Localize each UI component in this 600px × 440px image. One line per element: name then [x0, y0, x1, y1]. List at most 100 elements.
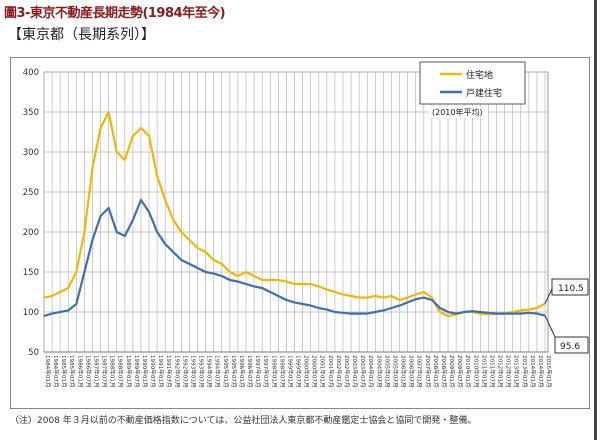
data-point — [520, 309, 522, 311]
data-point — [237, 275, 239, 277]
data-point — [495, 313, 498, 315]
legend-box — [419, 61, 526, 105]
data-point — [293, 301, 296, 303]
data-point — [447, 311, 449, 313]
x-tick-label: 2006年01月 — [400, 355, 408, 388]
data-point — [172, 219, 174, 221]
data-point — [99, 127, 102, 129]
data-point — [390, 307, 393, 309]
data-point — [366, 297, 368, 299]
callout-line — [544, 315, 556, 338]
data-point — [479, 313, 481, 315]
data-point — [253, 275, 255, 277]
data-point — [132, 219, 134, 221]
x-tick-label: 2011年07月 — [488, 355, 496, 388]
x-tick-label: 1986年07月 — [84, 355, 92, 388]
y-tick-label: 300 — [23, 148, 39, 158]
data-point — [512, 313, 514, 315]
x-tick-label: 2011年01月 — [480, 355, 488, 388]
end-label-house: 95.6 — [560, 342, 580, 352]
data-point — [277, 295, 279, 297]
x-tick-label: 2001年01月 — [319, 355, 327, 388]
data-point — [148, 211, 150, 213]
x-tick-label: 1999年01月 — [286, 355, 294, 388]
data-point — [301, 303, 304, 305]
data-point — [205, 251, 207, 253]
data-point — [487, 312, 490, 314]
data-point — [59, 311, 61, 313]
data-point — [229, 279, 231, 281]
data-point — [148, 135, 150, 137]
data-point — [407, 301, 409, 303]
x-tick-label: 1994年07月 — [214, 355, 222, 388]
x-tick-label: 2012年01月 — [497, 355, 505, 388]
data-point — [382, 309, 384, 311]
x-tick-label: 2008年01月 — [432, 355, 440, 388]
callout-box — [551, 278, 589, 296]
data-point — [285, 281, 288, 283]
data-point — [310, 283, 312, 285]
x-tick-label: 2000年01月 — [303, 355, 311, 388]
data-point — [455, 313, 457, 315]
data-point — [116, 151, 118, 153]
data-point — [342, 312, 344, 314]
x-tick-label: 2005年07月 — [391, 355, 399, 388]
x-tick-label: 1993年07月 — [198, 355, 206, 388]
x-tick-label: 1990年01月 — [141, 355, 149, 388]
data-point — [342, 293, 344, 295]
data-point — [512, 311, 514, 313]
y-tick-label: 400 — [23, 68, 39, 78]
legend-label: 戸建住宅 — [466, 87, 502, 99]
data-point — [83, 271, 86, 273]
x-tick-label: 2010年01月 — [464, 355, 472, 388]
data-point — [124, 235, 126, 237]
x-tick-label: 2005年01月 — [383, 355, 391, 388]
y-tick-label: 50 — [28, 348, 39, 358]
x-tick-label: 1998年07月 — [278, 355, 286, 388]
x-tick-label: 1995年07月 — [230, 355, 238, 388]
x-tick-label: 2000年07月 — [311, 355, 319, 388]
data-point — [156, 231, 158, 233]
data-point — [431, 299, 433, 301]
x-tick-label: 1987年01月 — [92, 355, 100, 388]
x-tick-label: 2013年07月 — [521, 355, 529, 388]
annotation-bg — [428, 106, 488, 118]
data-point — [503, 313, 506, 315]
data-point — [229, 271, 231, 273]
data-point — [180, 231, 182, 233]
data-point — [350, 295, 352, 297]
data-point — [261, 287, 263, 289]
data-point — [269, 279, 271, 281]
x-tick-label: 1991年07月 — [165, 355, 173, 388]
data-point — [358, 297, 360, 299]
x-tick-label: 2006年07月 — [408, 355, 416, 388]
x-tick-label: 2007年01月 — [416, 355, 424, 388]
x-tick-label: 1984年07月 — [52, 355, 60, 388]
data-point — [253, 285, 255, 287]
x-tick-label: 2004年07月 — [375, 355, 383, 388]
x-tick-label: 1985年07月 — [68, 355, 76, 388]
data-point — [277, 279, 279, 281]
x-tick-label: 2003年07月 — [359, 355, 367, 388]
data-point — [108, 207, 110, 209]
data-point — [447, 315, 449, 317]
callout-line — [544, 288, 553, 304]
data-point — [520, 313, 522, 315]
chart-frame — [10, 57, 590, 409]
data-point — [213, 273, 215, 275]
end-label-residential: 110.5 — [558, 284, 584, 294]
x-tick-label: 2008年07月 — [440, 355, 448, 388]
data-point — [116, 231, 118, 233]
data-point — [67, 287, 69, 289]
data-point — [99, 215, 102, 217]
x-tick-label: 2014年07月 — [537, 355, 545, 388]
y-tick-label: 100 — [23, 308, 39, 318]
data-point — [261, 279, 263, 281]
data-point — [382, 297, 384, 299]
data-point — [221, 275, 223, 277]
x-tick-label: 1986年01月 — [76, 355, 84, 388]
data-point — [334, 311, 336, 313]
data-point — [334, 291, 336, 293]
x-tick-label: 1985年01月 — [60, 355, 68, 388]
